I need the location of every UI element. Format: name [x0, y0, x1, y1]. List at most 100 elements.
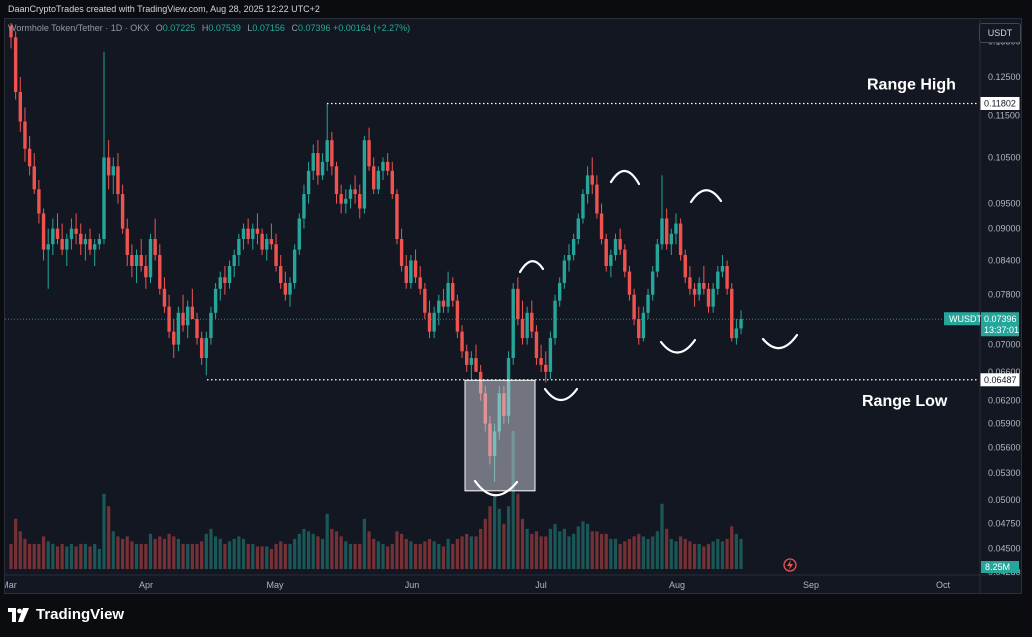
- candle-body: [683, 255, 687, 278]
- currency-button[interactable]: USDT: [979, 23, 1021, 43]
- volume-bar: [423, 541, 427, 569]
- candle-body: [451, 282, 455, 301]
- candle-body: [139, 255, 143, 266]
- volume-bar: [460, 536, 464, 569]
- volume-bar: [186, 543, 190, 569]
- volume-bar: [576, 526, 580, 569]
- volume-bar: [274, 543, 278, 569]
- candle-body: [390, 170, 394, 195]
- volume-bar: [711, 541, 715, 569]
- volume-bar: [400, 533, 404, 569]
- volume-bar: [307, 531, 311, 569]
- volume-bar: [646, 538, 650, 569]
- candle-body: [292, 249, 297, 283]
- volume-bar: [395, 531, 399, 569]
- candle-body: [590, 175, 594, 185]
- volume-bar: [683, 538, 687, 569]
- price-tick-label: 0.05900: [988, 419, 1021, 429]
- candle-body: [246, 228, 250, 239]
- candle-body: [51, 228, 55, 245]
- candle-body: [167, 306, 171, 332]
- volume-bar: [516, 493, 520, 569]
- volume-bar: [618, 543, 622, 569]
- volume-bar: [455, 538, 459, 569]
- price-tick-label: 0.05600: [988, 443, 1021, 453]
- volume-bar: [539, 536, 543, 569]
- volume-bar: [451, 543, 455, 569]
- time-tick-label: May: [266, 580, 284, 590]
- volume-bar: [14, 518, 18, 569]
- candle-body: [172, 331, 176, 345]
- volume-bar: [83, 543, 87, 569]
- volume-bar: [251, 543, 255, 569]
- candle-body: [93, 244, 97, 250]
- candle-body: [23, 121, 27, 149]
- candlestick-chart[interactable]: 0.135000.125000.115000.105000.095000.090…: [5, 19, 1021, 593]
- volume-bar: [51, 543, 55, 569]
- candle-body: [330, 140, 334, 167]
- time-tick-label: Apr: [139, 580, 153, 590]
- volume-bar: [581, 521, 585, 569]
- candle-body: [283, 282, 288, 295]
- volume-bar: [204, 533, 208, 569]
- volume-bar: [107, 506, 111, 569]
- volume-bar: [572, 533, 576, 569]
- volume-bar: [413, 543, 418, 569]
- volume-bar: [479, 528, 483, 569]
- price-tick-label: 0.10500: [988, 152, 1021, 162]
- volume-bar: [623, 541, 627, 569]
- candle-body: [125, 228, 129, 256]
- candle-body: [353, 189, 357, 195]
- candle-body: [702, 282, 706, 289]
- volume-bar: [316, 536, 320, 569]
- candle-body: [641, 312, 646, 339]
- candle-body: [381, 161, 385, 171]
- top-arc: [518, 260, 545, 274]
- volume-bar: [641, 536, 645, 569]
- legend-close-label: C: [291, 23, 298, 33]
- volume-bar: [79, 543, 83, 569]
- volume-bar: [432, 541, 436, 569]
- volume-bar: [446, 538, 450, 569]
- volume-bar: [590, 531, 594, 569]
- candle-body: [413, 260, 418, 278]
- candle-body: [176, 312, 181, 345]
- volume-bar: [130, 541, 134, 569]
- event-lightning-icon[interactable]: [783, 558, 797, 572]
- candle-body: [692, 288, 697, 295]
- volume-bar: [437, 543, 441, 569]
- highlight-box[interactable]: [464, 379, 536, 492]
- volume-bar: [418, 543, 422, 569]
- range-high-label: Range High: [867, 76, 956, 93]
- candle-body: [539, 358, 543, 365]
- volume-bar: [441, 546, 446, 569]
- volume-bar: [41, 536, 46, 569]
- volume-bar: [218, 538, 222, 569]
- price-tick-label: 0.11500: [988, 110, 1020, 120]
- volume-bar: [334, 531, 339, 569]
- candle-body: [227, 265, 232, 283]
- volume-bar: [134, 543, 139, 569]
- candle-body: [237, 238, 241, 256]
- candle-body: [544, 364, 548, 372]
- volume-bar: [381, 543, 385, 569]
- volume-bar: [716, 538, 720, 569]
- volume-bar: [506, 506, 511, 569]
- top-arc: [609, 169, 641, 186]
- legend-open: 0.07225: [162, 23, 196, 33]
- volume-bar: [28, 543, 32, 569]
- candle-body: [41, 213, 46, 250]
- volume-bar: [520, 518, 525, 569]
- volume-bar: [530, 533, 534, 569]
- volume-bar: [69, 543, 74, 569]
- volume-bar: [139, 543, 143, 569]
- volume-bar: [609, 538, 613, 569]
- volume-bar: [553, 523, 557, 569]
- volume-bar: [153, 538, 157, 569]
- volume-bar: [604, 533, 608, 569]
- legend-high-label: H: [201, 23, 209, 33]
- candle-body: [432, 312, 436, 332]
- volume-bar: [586, 523, 590, 569]
- chart-panel[interactable]: 0.135000.125000.115000.105000.095000.090…: [4, 18, 1022, 594]
- chart-credit-header: DaanCryptoTrades created with TradingVie…: [8, 4, 320, 14]
